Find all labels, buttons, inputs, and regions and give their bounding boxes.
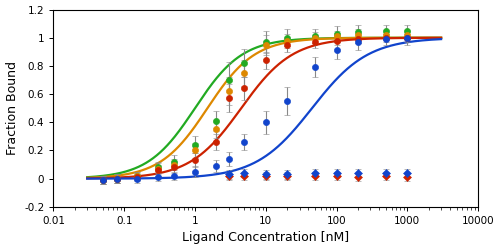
Y-axis label: Fraction Bound: Fraction Bound	[6, 61, 18, 155]
X-axis label: Ligand Concentration [nM]: Ligand Concentration [nM]	[182, 232, 350, 244]
